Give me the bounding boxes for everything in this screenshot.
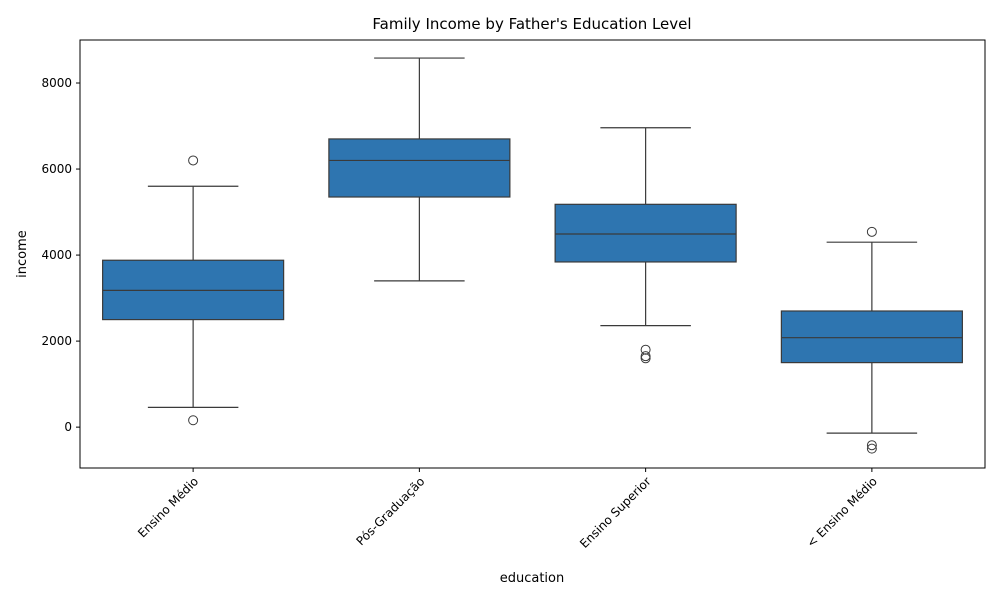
iqr-box [554, 203, 737, 263]
plot-area: 0 2000 4000 6000 8000 Ensino Médio Pós-Graduaç… [41, 39, 986, 551]
y-axis-label: income [15, 230, 30, 278]
outlier-point [640, 353, 651, 364]
outlier-point [866, 440, 877, 451]
x-tick-label: Ensino Médio [135, 474, 201, 540]
iqr-box [780, 310, 963, 364]
outlier-point [866, 226, 877, 237]
outlier-point [188, 415, 199, 426]
x-tick-label: Pós-Graduação [354, 474, 428, 548]
y-tick-label: 8000 [41, 76, 72, 90]
y-tick-label: 4000 [41, 248, 72, 262]
outlier-point [188, 155, 199, 166]
x-tick-label: < Ensino Médio [804, 474, 880, 550]
chart-title: Family Income by Father's Education Leve… [372, 15, 691, 33]
y-tick-label: 6000 [41, 162, 72, 176]
x-tick-label: Ensino Superior [577, 474, 654, 551]
x-axis-label: education [500, 571, 565, 586]
y-tick-label: 2000 [41, 334, 72, 348]
plot-frame [79, 39, 986, 469]
iqr-box [328, 138, 511, 198]
outlier-point [640, 351, 651, 362]
outlier-point [866, 443, 877, 454]
y-tick-label: 0 [64, 420, 72, 434]
